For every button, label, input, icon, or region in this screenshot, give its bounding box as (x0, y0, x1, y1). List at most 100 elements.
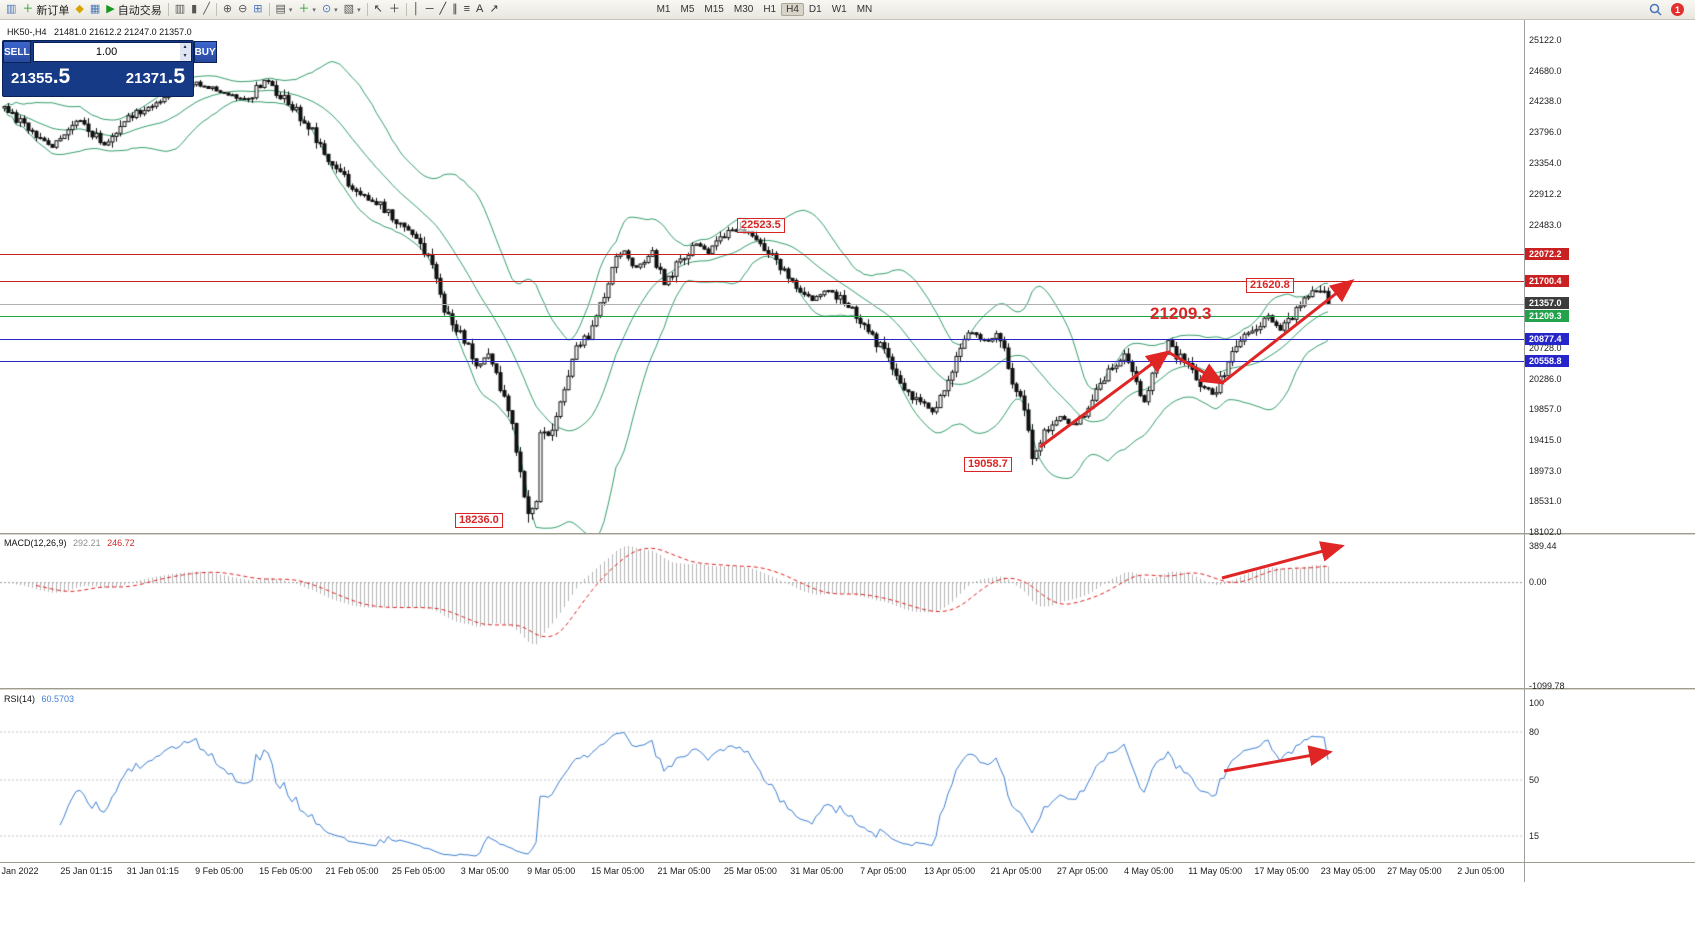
profiles-icon[interactable]: ▦ (87, 1, 103, 18)
sell-price[interactable]: 21355.5 (11, 65, 70, 89)
text-icon[interactable]: A (473, 1, 486, 18)
trade-panel-prices: 21355.5 21371.5 (3, 63, 193, 89)
fibonacci-icon[interactable]: ≡ (461, 1, 473, 18)
support-line-20558[interactable] (0, 361, 1524, 362)
new-order-button[interactable]: ＋新订单 (19, 1, 72, 18)
timeframe-w1[interactable]: W1 (831, 4, 847, 15)
macd-name: MACD(12,26,9) (4, 538, 67, 548)
volume-down-button[interactable]: ▾ (183, 53, 187, 59)
timeframe-m15[interactable]: M15 (704, 4, 724, 15)
zoom-in-icon[interactable]: ⊕ (220, 1, 235, 18)
price-badge: 21357.0 (1525, 297, 1569, 309)
price-annotation[interactable]: 21209.3 (1150, 304, 1212, 323)
price-tick: 18973.0 (1529, 466, 1562, 476)
price-tick: 24680.0 (1529, 66, 1562, 76)
indicator-axis-label: 0.00 (1529, 577, 1547, 587)
price-annotation[interactable]: 22523.5 (737, 218, 785, 233)
tile-windows-icon[interactable]: ⊞ (250, 1, 265, 18)
timeframe-h4[interactable]: H4 (781, 3, 804, 16)
metaeditor-icon[interactable]: ◆ (72, 1, 86, 18)
support-line-20877[interactable] (0, 339, 1524, 340)
panel-separator[interactable] (0, 533, 1695, 535)
volume-input[interactable] (33, 43, 180, 61)
crosshair-icon[interactable]: ＋ (386, 1, 403, 18)
indicator-axis-label: -1099.78 (1529, 681, 1565, 691)
timeframe-mn[interactable]: MN (856, 4, 873, 15)
horizontal-line-icon-glyph: ─ (425, 3, 434, 15)
one-click-trading-panel: SELL ▴ ▾ BUY 21355.5 21371.5 (2, 40, 217, 97)
line-chart-icon[interactable]: ╱ (200, 1, 213, 18)
time-label: 27 May 05:00 (1387, 866, 1442, 876)
vertical-line-icon[interactable]: │ (410, 1, 423, 18)
support-line-21209[interactable] (0, 316, 1524, 317)
indicator-axis-label: 15 (1529, 831, 1540, 841)
price-badge: 21209.3 (1525, 310, 1569, 322)
sell-button[interactable]: SELL (3, 41, 31, 63)
channel-icon[interactable]: ∥ (449, 1, 461, 18)
rsi-panel-canvas[interactable] (0, 690, 1524, 862)
buy-price[interactable]: 21371.5 (126, 65, 185, 89)
macd-label: MACD(12,26,9) 292.21 246.72 (4, 538, 135, 548)
toolbar-separator (215, 3, 217, 16)
arrow-tool-icon-glyph: ↗ (489, 3, 499, 15)
notification-badge[interactable]: 1 (1671, 3, 1684, 16)
search-icon[interactable] (1646, 1, 1665, 18)
toolbar-separator (268, 3, 270, 16)
toolbar-right: 1 (1646, 1, 1692, 18)
arrow-tool-icon[interactable]: ↗ (486, 1, 501, 18)
chart-window-icon[interactable]: ▥ (3, 1, 19, 18)
price-chart-canvas[interactable] (0, 20, 1524, 533)
macd-main-value: 292.21 (73, 538, 101, 548)
indicator-axis-label: 100 (1529, 698, 1545, 708)
current-price-line[interactable] (0, 304, 1524, 305)
toolbar-items: ▥ ＋新订单 ◆ ▦ ▶ 自动交易 ▥ ▮ ╱ ⊕ ⊖ ⊞ ▤ ▾ ＋ ▾ ⊙ ▾ ▧ ▾ ↖ ＋ │ ─ ╱ ∥ ≡ A ↗ (3, 1, 502, 18)
price-annotation[interactable]: 18236.0 (455, 513, 503, 528)
templates-icon[interactable]: ▧ ▾ (341, 1, 364, 18)
buy-button[interactable]: BUY (193, 41, 217, 63)
timeframe-d1[interactable]: D1 (808, 4, 822, 15)
resistance-line-22072[interactable] (0, 254, 1524, 255)
chart-window-icon-glyph: ▥ (6, 3, 17, 15)
price-badge: 22072.2 (1525, 248, 1569, 260)
bars-chart-icon[interactable]: ▥ (172, 1, 188, 18)
price-badge: 20877.4 (1525, 333, 1569, 345)
new-chart-icon[interactable]: ▤ ▾ (273, 1, 296, 18)
trendline-icon[interactable]: ╱ (436, 1, 449, 18)
macd-panel-canvas[interactable] (0, 535, 1524, 688)
timeframe-bar: M1 M5 M15 M30 H1 H4 D1 W1 MN (652, 3, 878, 16)
rsi-label: RSI(14) 60.5703 (4, 694, 74, 704)
price-annotation[interactable]: 21620.8 (1246, 278, 1294, 293)
resistance-line-21700[interactable] (0, 281, 1524, 282)
new-order-button-label: 新订单 (36, 4, 70, 17)
time-label: 25 Jan 01:15 (60, 866, 113, 876)
price-tick: 19857.0 (1529, 404, 1562, 414)
panel-separator[interactable] (0, 688, 1695, 690)
price-tick: 25122.0 (1529, 35, 1562, 45)
price-axis-border (1524, 20, 1525, 882)
toolbar-separator (167, 3, 169, 16)
toolbar: ▥ ＋新订单 ◆ ▦ ▶ 自动交易 ▥ ▮ ╱ ⊕ ⊖ ⊞ ▤ ▾ ＋ ▾ ⊙ ▾ ▧ ▾ ↖ ＋ │ ─ ╱ ∥ ≡ A ↗ M1 M5… (0, 0, 1695, 20)
autotrading-button[interactable]: ▶ 自动交易 (103, 1, 164, 18)
horizontal-line-icon[interactable]: ─ (423, 1, 437, 18)
volume-up-button[interactable]: ▴ (183, 44, 187, 50)
cursor-icon[interactable]: ↖ (371, 1, 386, 18)
autotrading-button-glyph: ▶ (106, 3, 115, 15)
candles-chart-icon[interactable]: ▮ (188, 1, 200, 18)
price-badge: 20558.8 (1525, 355, 1569, 367)
timeframe-m5[interactable]: M5 (680, 4, 695, 15)
templates-icon-glyph: ▧ (343, 3, 355, 15)
toolbar-separator (366, 3, 368, 16)
line-chart-icon-glyph: ╱ (203, 3, 210, 15)
new-chart-icon-glyph: ▤ (275, 3, 286, 15)
indicators-icon[interactable]: ＋ ▾ (295, 1, 319, 18)
time-label: 9 Mar 05:00 (527, 866, 576, 876)
timeframe-m1[interactable]: M1 (656, 4, 671, 15)
zoom-out-icon[interactable]: ⊖ (235, 1, 250, 18)
timeframe-m30[interactable]: M30 (733, 4, 754, 15)
periods-icon[interactable]: ⊙ ▾ (319, 1, 341, 18)
timeframe-h1[interactable]: H1 (763, 4, 777, 15)
time-label: 21 Mar 05:00 (657, 866, 711, 876)
time-label: 4 May 05:00 (1124, 866, 1174, 876)
price-annotation[interactable]: 19058.7 (964, 457, 1012, 472)
metaeditor-icon-glyph: ◆ (75, 3, 84, 15)
